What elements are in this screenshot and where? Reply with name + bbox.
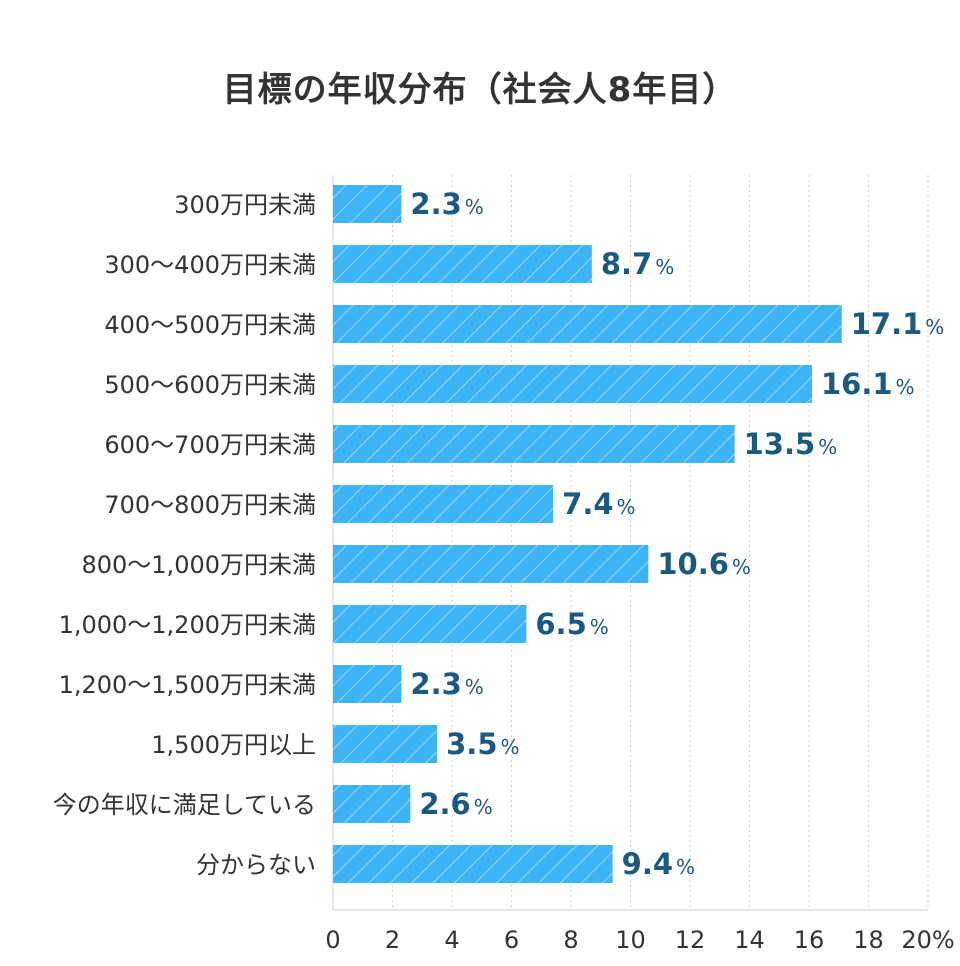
chart-title: 目標の年収分布（社会人8年目） bbox=[222, 70, 738, 110]
x-tick-label: 2 bbox=[385, 926, 400, 954]
category-label: 300〜400万円未満 bbox=[104, 251, 316, 279]
category-label: 1,200〜1,500万円未満 bbox=[59, 671, 316, 699]
category-labels: 300万円未満 300〜400万円未満 400〜500万円未満 500〜600万円未満… bbox=[53, 191, 316, 879]
bar bbox=[333, 185, 402, 223]
value-unit: % bbox=[465, 675, 484, 699]
value-unit: % bbox=[896, 375, 915, 399]
category-label: 今の年収に満足している bbox=[53, 791, 316, 819]
x-tick-label: 4 bbox=[444, 926, 459, 954]
value-label: 2.6% bbox=[419, 787, 492, 821]
bar bbox=[333, 725, 438, 763]
bar bbox=[333, 365, 812, 403]
value-label: 6.5% bbox=[535, 607, 608, 641]
bar bbox=[333, 605, 527, 643]
value-unit: % bbox=[590, 615, 609, 639]
bar bbox=[333, 785, 411, 823]
value-unit: % bbox=[818, 435, 837, 459]
category-label: 300万円未満 bbox=[174, 191, 316, 219]
value-label: 16.1% bbox=[821, 367, 915, 401]
category-label: 1,000〜1,200万円未満 bbox=[59, 611, 316, 639]
value-label: 3.5% bbox=[446, 727, 519, 761]
category-label: 分からない bbox=[196, 851, 316, 879]
category-label: 1,500万円以上 bbox=[151, 731, 316, 759]
x-tick-label: 12 bbox=[675, 926, 706, 954]
value-label: 17.1% bbox=[851, 307, 945, 341]
bar bbox=[333, 485, 554, 523]
bar bbox=[333, 665, 402, 703]
bar bbox=[333, 305, 842, 343]
x-tick-label: 16 bbox=[794, 926, 825, 954]
value-unit: % bbox=[501, 735, 520, 759]
value-label: 9.4% bbox=[622, 847, 695, 881]
bar bbox=[333, 845, 613, 883]
value-unit: % bbox=[465, 195, 484, 219]
value-label: 8.7% bbox=[601, 247, 674, 281]
value-label: 2.3% bbox=[410, 187, 483, 221]
category-label: 700〜800万円未満 bbox=[104, 491, 316, 519]
value-unit: % bbox=[732, 555, 751, 579]
value-unit: % bbox=[655, 255, 674, 279]
x-tick-label: 14 bbox=[734, 926, 765, 954]
category-label: 500〜600万円未満 bbox=[104, 371, 316, 399]
bar bbox=[333, 245, 592, 283]
category-label: 600〜700万円未満 bbox=[104, 431, 316, 459]
value-labels: 2.3 % 8.7 % 17.1 % 16.1 % 13.5 % 7.4 % 10.6 % 6.5 % 2.3%… bbox=[410, 187, 944, 881]
x-tick-label: 20% bbox=[901, 926, 954, 954]
value-label: 13.5% bbox=[744, 427, 838, 461]
value-unit: % bbox=[617, 495, 636, 519]
x-tick-label: 8 bbox=[563, 926, 578, 954]
value-label: 7.4% bbox=[562, 487, 635, 521]
x-tick-label: 18 bbox=[853, 926, 884, 954]
bar bbox=[333, 545, 649, 583]
bars bbox=[333, 185, 842, 883]
category-label: 800〜1,000万円未満 bbox=[81, 551, 316, 579]
value-label: 10.6% bbox=[657, 547, 751, 581]
category-label: 400〜500万円未満 bbox=[104, 311, 316, 339]
value-unit: % bbox=[676, 855, 695, 879]
x-axis: 0 2 4 6 8 10 12 14 16 18 20% bbox=[325, 909, 955, 954]
x-tick-label: 6 bbox=[504, 926, 519, 954]
x-tick-label: 10 bbox=[615, 926, 646, 954]
bar bbox=[333, 425, 735, 463]
x-tick-label: 0 bbox=[325, 926, 340, 954]
value-unit: % bbox=[925, 315, 944, 339]
value-unit: % bbox=[474, 795, 493, 819]
value-label: 2.3% bbox=[410, 667, 483, 701]
